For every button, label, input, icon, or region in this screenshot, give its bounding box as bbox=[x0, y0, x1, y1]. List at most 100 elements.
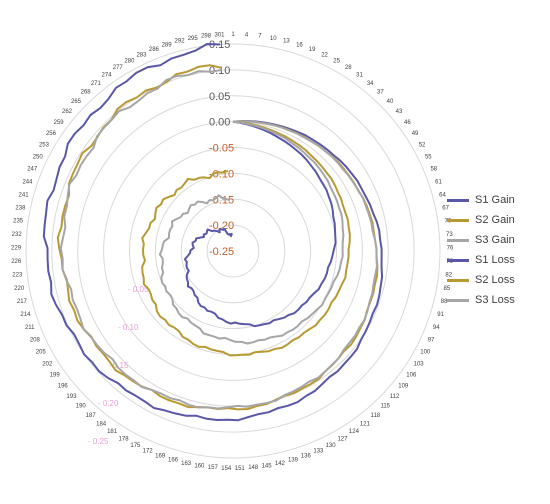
radial-tick-label: -0.25 bbox=[209, 246, 234, 258]
angle-tick-label: 244 bbox=[22, 179, 33, 185]
angle-tick-label: 196 bbox=[58, 384, 69, 390]
angle-tick-label: 157 bbox=[208, 465, 219, 471]
legend-item: S3 Gain bbox=[447, 230, 547, 250]
angle-tick-label: 214 bbox=[20, 312, 31, 318]
radial-tick-label: -0.20 bbox=[209, 220, 234, 232]
angle-tick-label: 229 bbox=[11, 246, 22, 252]
angle-tick-label: 82 bbox=[445, 273, 452, 279]
legend-label: S2 Loss bbox=[475, 274, 515, 286]
faded-radial-tick-labels: - 0.05 - 0.10 - 0.15 - 0.20 - 0.25 bbox=[88, 285, 149, 446]
angle-tick-label: 88 bbox=[441, 299, 448, 305]
angle-tick-label: 19 bbox=[309, 47, 316, 53]
angle-tick-label: 274 bbox=[102, 73, 113, 79]
grid-ring bbox=[154, 172, 312, 330]
angle-tick-label: 67 bbox=[442, 205, 449, 211]
legend-swatch bbox=[447, 198, 469, 202]
angle-tick-label: 58 bbox=[430, 167, 437, 173]
angle-tick-label: 7 bbox=[258, 34, 262, 40]
grid-rings bbox=[25, 43, 441, 459]
radial-tick-label: -0.05 bbox=[209, 143, 234, 155]
angle-tick-label: 28 bbox=[345, 65, 352, 71]
grid-ring bbox=[25, 43, 441, 459]
radial-tick-label: 0.00 bbox=[209, 117, 230, 129]
angle-tick-label: 76 bbox=[447, 246, 454, 252]
angle-tick-label: 262 bbox=[62, 109, 73, 115]
legend-item: S2 Gain bbox=[447, 210, 547, 230]
angle-tick-label: 40 bbox=[387, 99, 394, 105]
angle-tick-label: 178 bbox=[119, 436, 130, 442]
angle-tick-label: 223 bbox=[12, 273, 23, 279]
angle-tick-label: 85 bbox=[443, 286, 450, 292]
angle-tick-label: 142 bbox=[275, 461, 286, 467]
grid-ring bbox=[206, 224, 260, 278]
angle-tick-label: 250 bbox=[33, 154, 44, 160]
legend-label: S1 Gain bbox=[475, 194, 515, 206]
angle-tick-label: 139 bbox=[288, 458, 299, 464]
angle-tick-label: 61 bbox=[435, 179, 442, 185]
angle-tick-label: 106 bbox=[406, 373, 417, 379]
radial-tick-label: -0.15 bbox=[209, 194, 234, 206]
faded-tick-label: - 0.15 bbox=[108, 361, 129, 370]
angle-tick-label: 277 bbox=[113, 65, 124, 71]
angle-tick-label: 232 bbox=[12, 232, 23, 238]
angle-tick-label: 154 bbox=[221, 466, 232, 472]
angle-tick-label: 22 bbox=[321, 52, 328, 58]
angle-tick-label: 265 bbox=[71, 99, 82, 105]
legend-item: S1 Gain bbox=[447, 190, 547, 210]
angle-tick-label: 238 bbox=[15, 205, 26, 211]
angle-tick-label: 1 bbox=[231, 32, 235, 38]
faded-tick-label: - 0.20 bbox=[98, 399, 119, 408]
series-lines bbox=[42, 43, 384, 422]
angle-tick-label: 190 bbox=[76, 404, 87, 410]
angle-tick-label: 46 bbox=[404, 120, 411, 126]
angle-tick-label: 112 bbox=[390, 394, 400, 400]
angle-tick-label: 205 bbox=[36, 350, 47, 356]
legend-item: S2 Loss bbox=[447, 270, 547, 290]
angle-tick-label: 193 bbox=[66, 394, 77, 400]
angle-tick-label: 70 bbox=[445, 219, 452, 225]
series-line bbox=[158, 120, 345, 345]
angle-tick-label: 25 bbox=[333, 58, 340, 64]
angle-tick-label: 109 bbox=[398, 384, 409, 390]
angle-tick-label: 130 bbox=[326, 443, 337, 449]
angle-tick-label: 94 bbox=[433, 325, 440, 331]
angle-tick-label: 217 bbox=[17, 299, 28, 305]
angle-tick-label: 151 bbox=[235, 466, 246, 472]
angle-tick-label: 181 bbox=[107, 429, 118, 435]
legend-swatch bbox=[447, 238, 469, 242]
angle-tick-label: 289 bbox=[162, 42, 173, 48]
angle-tick-label: 172 bbox=[143, 448, 154, 454]
angle-tick-label: 31 bbox=[356, 73, 363, 79]
faded-tick-label: - 0.05 bbox=[128, 285, 149, 294]
angle-tick-label: 292 bbox=[175, 39, 186, 45]
angle-tick-label: 124 bbox=[349, 429, 360, 435]
legend-swatch bbox=[447, 298, 469, 302]
angle-tick-label: 43 bbox=[396, 109, 403, 115]
grid-ring bbox=[180, 198, 286, 304]
angle-tick-label: 166 bbox=[168, 458, 179, 464]
angle-tick-label: 34 bbox=[367, 81, 374, 87]
angle-tick-label: 253 bbox=[39, 142, 50, 148]
legend-label: S3 Gain bbox=[475, 234, 515, 246]
angle-tick-label: 283 bbox=[136, 52, 147, 58]
angle-tick-label: 259 bbox=[54, 120, 65, 126]
faded-tick-label: - 0.10 bbox=[118, 323, 139, 332]
angle-tick-label: 148 bbox=[248, 465, 259, 471]
angle-tick-label: 187 bbox=[86, 413, 97, 419]
angle-tick-label: 280 bbox=[124, 58, 135, 64]
angle-tick-label: 202 bbox=[42, 361, 53, 367]
angle-tick-label: 97 bbox=[428, 337, 435, 343]
angle-tick-label: 10 bbox=[270, 36, 277, 42]
angle-tick-label: 91 bbox=[437, 312, 444, 318]
angle-tick-label: 220 bbox=[14, 286, 25, 292]
legend: S1 Gain S2 Gain S3 Gain S1 Loss S2 Loss … bbox=[447, 190, 547, 310]
angle-tick-label: 73 bbox=[446, 232, 453, 238]
grid-ring bbox=[51, 69, 415, 433]
angle-tick-label: 247 bbox=[27, 167, 38, 173]
angle-tick-label: 211 bbox=[25, 325, 35, 331]
angle-tick-label: 103 bbox=[414, 361, 425, 367]
angle-tick-label: 286 bbox=[149, 47, 160, 53]
angle-tick-label: 298 bbox=[201, 34, 212, 40]
legend-item: S3 Loss bbox=[447, 290, 547, 310]
